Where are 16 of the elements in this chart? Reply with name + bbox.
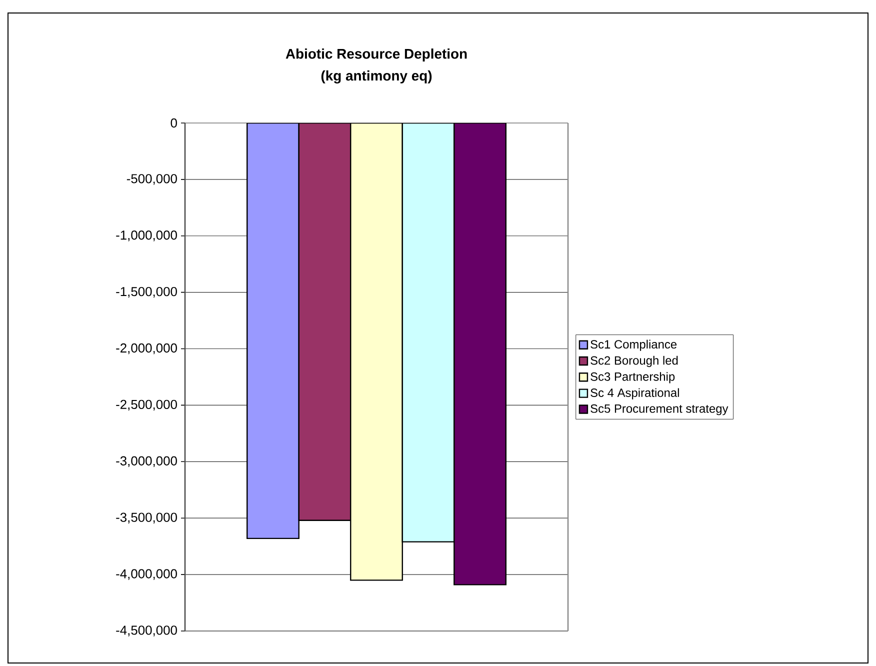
chart-title: Abiotic Resource Depletion (kg antimony eq) <box>286 48 467 84</box>
legend-label: Sc1 Compliance <box>590 340 677 351</box>
legend-label: Sc2 Borough led <box>590 356 678 368</box>
legend-label: Sc 4 Aspirational <box>590 388 679 400</box>
legend-label: Sc5 Procurement strategy <box>590 404 728 416</box>
y-tick-label: -4,000,000 <box>116 569 177 580</box>
y-tick-label: -1,500,000 <box>116 286 177 298</box>
y-tick-label: -500,000 <box>126 174 177 185</box>
y-tick-label: 0 <box>170 118 177 128</box>
y-tick-label: -2,000,000 <box>116 343 177 354</box>
y-tick-label: -3,500,000 <box>116 512 177 524</box>
y-tick-label: -1,000,000 <box>116 230 177 242</box>
y-tick-label: -3,000,000 <box>116 456 177 467</box>
y-tick-label: -4,500,000 <box>116 626 177 636</box>
legend-label: Sc3 Partnership <box>590 372 675 384</box>
y-tick-label: -2,500,000 <box>116 400 177 411</box>
